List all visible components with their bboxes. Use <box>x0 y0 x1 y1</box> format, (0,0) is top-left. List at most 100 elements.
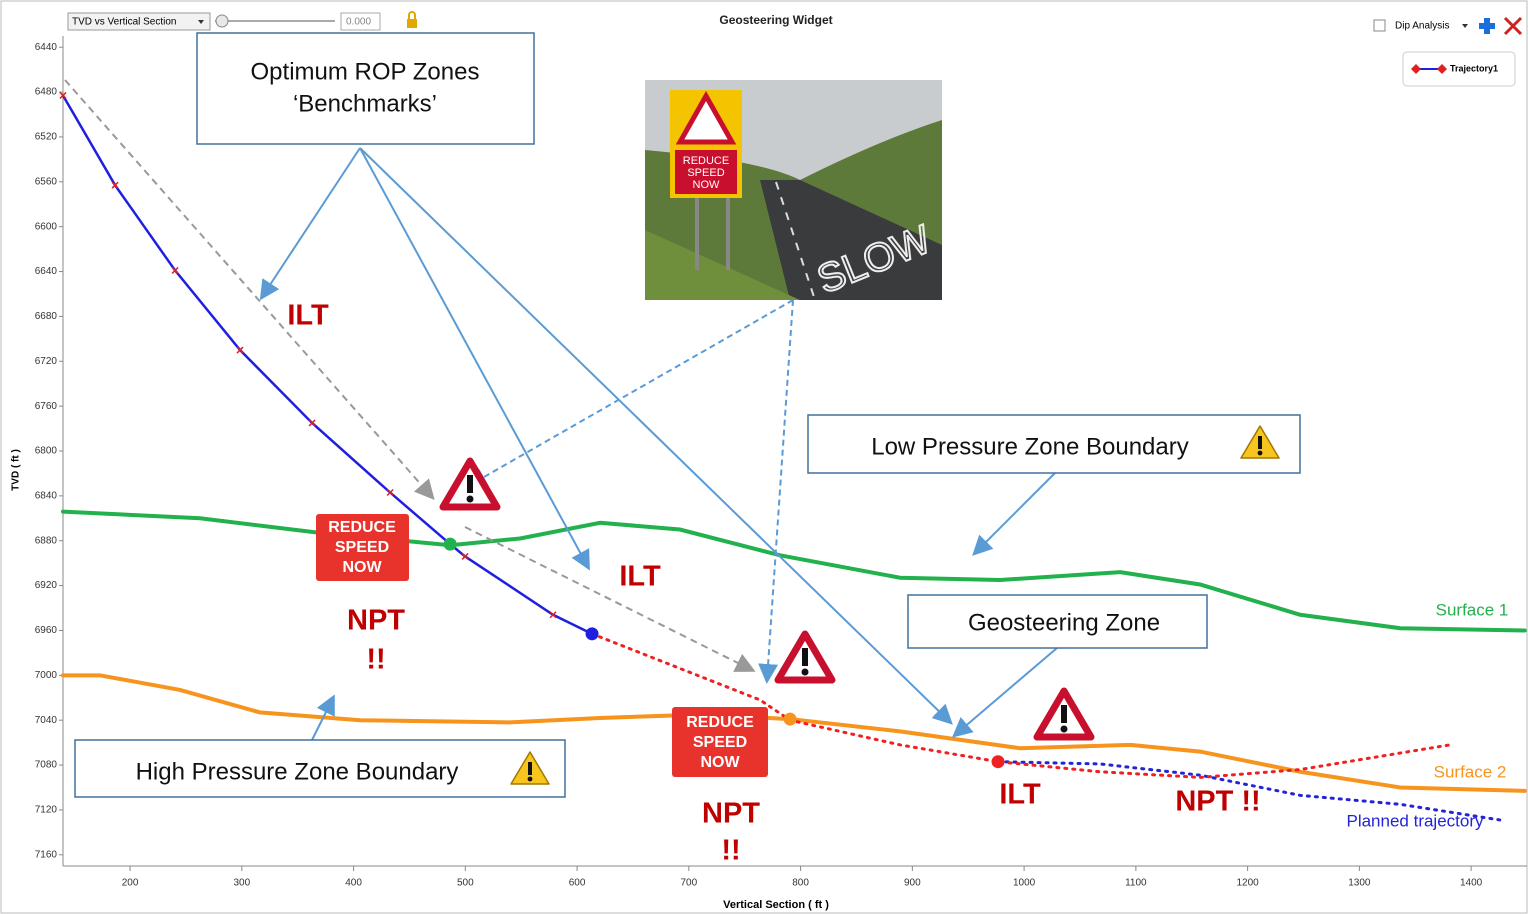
npt-label: NPT !! <box>1175 786 1260 818</box>
callout-box <box>907 594 1208 649</box>
lock-icon[interactable] <box>407 19 417 28</box>
callout-text: Low Pressure Zone Boundary <box>871 433 1189 460</box>
reduce-speed-text: SPEED <box>335 539 389 556</box>
x-tick-label: 500 <box>457 878 474 889</box>
trajectory-marker <box>308 419 316 427</box>
view-select-text: TVD vs Vertical Section <box>72 17 176 28</box>
y-tick-label: 6480 <box>35 87 58 98</box>
trajectory-marker <box>111 181 119 189</box>
slider-input[interactable] <box>340 12 381 31</box>
arrows <box>64 79 1058 741</box>
series-line <box>61 94 594 636</box>
y-tick-label: 6840 <box>35 491 58 502</box>
y-tick-label: 6920 <box>35 580 58 591</box>
surface2-label: Surface 2 <box>1434 762 1507 781</box>
callout-box <box>196 32 535 145</box>
lock-shackle <box>408 11 416 19</box>
legend <box>1402 51 1516 87</box>
npt-label: !! <box>721 835 740 867</box>
legend-label: Trajectory1 <box>1450 63 1498 73</box>
y-tick-label: 7160 <box>35 849 58 860</box>
y-tick-label: 6680 <box>35 311 58 322</box>
dip-checkbox[interactable] <box>1373 19 1386 32</box>
legend-marker <box>1411 64 1421 74</box>
point-marker <box>443 537 457 551</box>
x-tick-label: 1000 <box>1013 878 1036 889</box>
y-tick-label: 6960 <box>35 625 58 636</box>
npt-label: NPT <box>347 605 405 637</box>
y-tick-label: 6520 <box>35 132 58 143</box>
point-marker <box>783 712 797 726</box>
y-tick-label: 6600 <box>35 221 58 232</box>
reduce-speed-text: NOW <box>700 754 740 771</box>
series-line <box>590 632 1452 779</box>
reset-icon[interactable] <box>1503 16 1523 36</box>
y-tick-label: 6800 <box>35 446 58 457</box>
photo-sign-line: REDUCE <box>683 155 729 167</box>
x-tick-label: 1300 <box>1348 878 1371 889</box>
callout-box <box>807 414 1301 474</box>
ilt-label: ILT <box>287 300 329 332</box>
ilt-label: ILT <box>999 779 1041 811</box>
x-tick-label: 1200 <box>1236 878 1259 889</box>
road-photo: REDUCE SPEED NOW SLOW <box>645 80 942 303</box>
x-tick-label: 1400 <box>1460 878 1483 889</box>
y-tick-label: 7080 <box>35 760 58 771</box>
zoom-in-icon[interactable] <box>1479 18 1495 34</box>
dropdown-caret <box>198 20 204 24</box>
point-marker <box>991 755 1005 769</box>
surface1-label: Surface 1 <box>1436 600 1509 619</box>
legend-marker <box>1437 64 1447 74</box>
y-tick-label: 6560 <box>35 176 58 187</box>
y-tick-label: 6440 <box>35 42 58 53</box>
y-tick-label: 7000 <box>35 670 58 681</box>
trajectory-marker <box>461 552 469 560</box>
x-tick-label: 200 <box>122 878 139 889</box>
view-select[interactable] <box>67 12 211 31</box>
callout-text: ‘Benchmarks’ <box>293 90 437 117</box>
x-tick-label: 600 <box>569 878 586 889</box>
y-tick-label: 6760 <box>35 401 58 412</box>
trajectory-marker <box>236 346 244 354</box>
photo-sign-line: NOW <box>693 179 721 191</box>
y-tick-label: 6880 <box>35 535 58 546</box>
callout-box <box>74 739 566 798</box>
trajectory-marker <box>386 488 394 497</box>
reduce-speed-box <box>672 707 768 777</box>
dip-analysis[interactable]: Dip Analysis <box>1395 21 1449 32</box>
x-tick-label: 700 <box>680 878 697 889</box>
npt-label: NPT <box>702 798 760 830</box>
x-tick-label: 800 <box>792 878 809 889</box>
photo-sign-line: SPEED <box>687 167 724 179</box>
slider-knob[interactable] <box>215 14 229 28</box>
reduce-speed-text: REDUCE <box>686 714 754 731</box>
reduce-speed-text: NOW <box>342 559 382 576</box>
reduce-speed-text: REDUCE <box>328 519 396 536</box>
planned-label: Planned trajectory <box>1346 811 1484 830</box>
x-tick-label: 900 <box>904 878 921 889</box>
trajectory-marker <box>549 611 557 619</box>
trajectory-marker <box>59 91 67 99</box>
x-axis-label: Vertical Section ( ft ) <box>723 899 829 911</box>
callout-text: High Pressure Zone Boundary <box>136 758 459 785</box>
y-tick-label: 7040 <box>35 715 58 726</box>
y-axis-label: TVD ( ft ) <box>11 449 22 491</box>
y-tick-label: 7120 <box>35 805 58 816</box>
x-tick-label: 300 <box>233 878 250 889</box>
y-tick-label: 6720 <box>35 356 58 367</box>
trajectory-marker <box>171 266 179 274</box>
x-tick-label: 400 <box>345 878 362 889</box>
reduce-speed-text: SPEED <box>693 734 747 751</box>
point-marker <box>585 627 599 641</box>
npt-label: !! <box>366 644 385 676</box>
x-tick-label: 1100 <box>1125 878 1147 889</box>
legend-items: Trajectory1 <box>1411 63 1498 74</box>
slider-value: 0.000 <box>346 17 371 28</box>
ilt-label: ILT <box>619 561 661 593</box>
dip-caret <box>1462 24 1468 28</box>
callout-text: Optimum ROP Zones <box>251 58 480 85</box>
y-tick-label: 6640 <box>35 266 58 277</box>
callout-text: Geosteering Zone <box>968 609 1160 636</box>
